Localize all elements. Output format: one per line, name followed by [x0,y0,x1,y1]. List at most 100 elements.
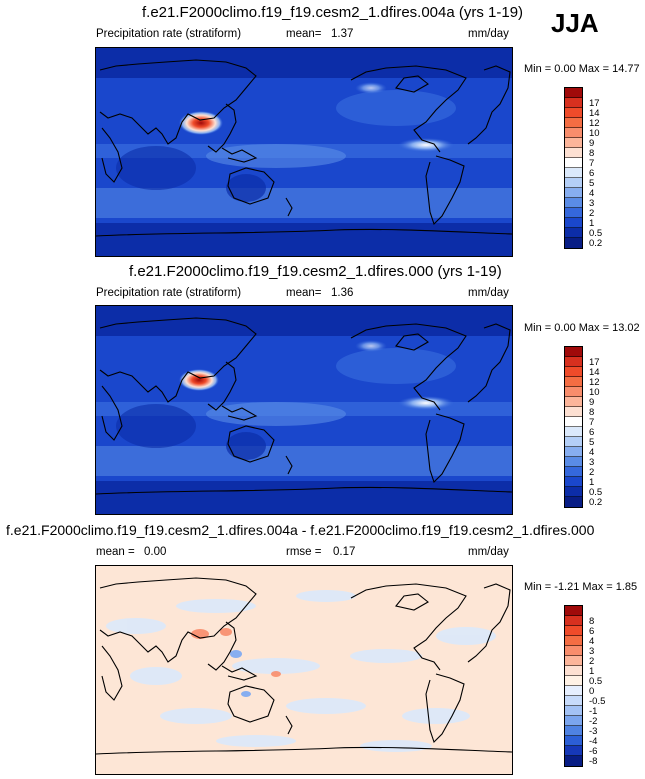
panel2-swatch-11 [565,447,582,457]
panel3-mean-label: mean = [96,546,135,558]
panel3-positive-patches [191,628,281,677]
panel3-rmse-label: rmse = [286,546,322,558]
panel2-min-label: Min = [524,322,552,334]
panel3-swatch-2 [565,616,582,626]
panel2-swatch-7 [565,407,582,417]
panel2-mean-label: mean= [286,287,322,299]
panel3-swatch-5 [565,646,582,656]
panel2-min-max: Min = 0.00 Max = 13.02 [524,322,640,334]
panel3-tick-1: 8 [589,616,595,627]
panel2-tick-7: 7 [589,417,595,428]
panel2-australia-dry [226,432,266,460]
panel3-max-value: 1.85 [615,581,638,593]
panel1-tick-6: 8 [589,148,595,159]
panel2-alaska-patch [355,340,387,352]
panel1-north-pacific [336,90,456,126]
panel1-arctic-band [96,48,512,78]
panel2-warm-pool [206,402,346,426]
panel1-swatch-15 [565,228,582,238]
panel3-rmse-value: 0.17 [333,546,356,558]
panel1-swatch-4 [565,118,582,128]
panel1-tick-1: 17 [589,98,600,109]
panel1-map-svg [96,48,512,256]
panel1-swatch-9 [565,168,582,178]
panel3-tick-11: -2 [589,716,598,727]
panel3-strong-negative [230,650,251,697]
panel3-min-max: Min = -1.21 Max = 1.85 [524,581,637,593]
panel3-tick-7: 0.5 [589,676,603,687]
panel1-swatch-16 [565,238,582,248]
panel1-max-value: 14.77 [612,63,640,75]
panel2-antarctic-band [96,481,512,514]
panel3-coastlines [96,577,512,755]
panel3-tick-15: -8 [589,756,598,767]
panel1-min-max: Min = 0.00 Max = 14.77 [524,63,640,75]
panel2-swatch-9 [565,427,582,437]
panel2-swatch-13 [565,467,582,477]
panel2-tick-10: 4 [589,447,595,458]
panel2-colorbar [564,346,583,508]
panel2-coastlines [96,317,512,495]
panel3-tick-4: 3 [589,646,595,657]
panel1-tick-2: 14 [589,108,600,119]
panel2-tick-12: 2 [589,467,595,478]
panel1-swatch-6 [565,138,582,148]
panel1-south-storm-track [96,188,512,218]
panel2-min-value: 0.00 [554,322,576,334]
panel1-tick-8: 6 [589,168,595,179]
panel1-tick-3: 12 [589,118,600,129]
panel3-tick-13: -4 [589,736,598,747]
panel2-tick-2: 14 [589,367,600,378]
panel1-swatch-3 [565,108,582,118]
panel2-swatch-3 [565,367,582,377]
panel3-swatch-10 [565,696,582,706]
panel1-tick-12: 2 [589,208,595,219]
panel3-tick-9: -0.5 [589,696,606,707]
panel2-tick-8: 6 [589,427,595,438]
panel3-swatch-11 [565,706,582,716]
panel3-min-label: Min = [524,581,552,593]
panel2-max-label: Max = [578,322,610,334]
panel3-tick-8: 0 [589,686,595,697]
panel2-arctic-band [96,306,512,336]
panel2-north-pacific [336,348,456,384]
panel2-tick-11: 3 [589,457,595,468]
panel1-coastlines [96,59,512,237]
panel1-tick-13: 1 [589,218,595,229]
panel2-tick-15: 0.2 [589,497,603,508]
panel2-swatch-1 [565,347,582,357]
panel3-tick-3: 4 [589,636,595,647]
panel3-title: f.e21.F2000climo.f19_f19.cesm2_1.dfires.… [6,522,595,538]
panel2-tibet-maximum [179,369,219,391]
panel1-mean-value: 1.37 [331,28,354,40]
panel3-tick-2: 6 [589,626,595,637]
panel2-tick-5: 9 [589,397,595,408]
panel2-title: f.e21.F2000climo.f19_f19.cesm2_1.dfires.… [129,263,502,280]
panel2-swatch-14 [565,477,582,487]
panel2-swatch-4 [565,377,582,387]
panel1-swatch-14 [565,218,582,228]
panel1-australia-dry [226,174,266,202]
panel1-indian-ocean-dry [116,146,196,190]
panel1-swatch-2 [565,98,582,108]
panel2-swatch-15 [565,487,582,497]
panel2-mean-value: 1.36 [331,287,354,299]
panel1-units: mm/day [468,28,509,40]
panel1-tick-4: 10 [589,128,600,139]
panel1-map [95,47,513,257]
panel1-swatch-7 [565,148,582,158]
panel1-swatch-5 [565,128,582,138]
panel2-south-storm-track [96,446,512,476]
panel3-max-label: Max = [582,581,613,593]
panel3-mean-value: 0.00 [144,546,167,558]
panel3-colorbar [564,605,583,767]
panel3-swatch-13 [565,726,582,736]
panel2-tick-14: 0.5 [589,487,603,498]
panel1-swatch-12 [565,198,582,208]
panel3-swatch-14 [565,736,582,746]
panel3-swatch-9 [565,686,582,696]
panel3-swatch-7 [565,666,582,676]
panel3-min-value: -1.21 [554,581,580,593]
panel1-max-label: Max = [578,63,610,75]
panel3-units: mm/day [468,546,509,558]
